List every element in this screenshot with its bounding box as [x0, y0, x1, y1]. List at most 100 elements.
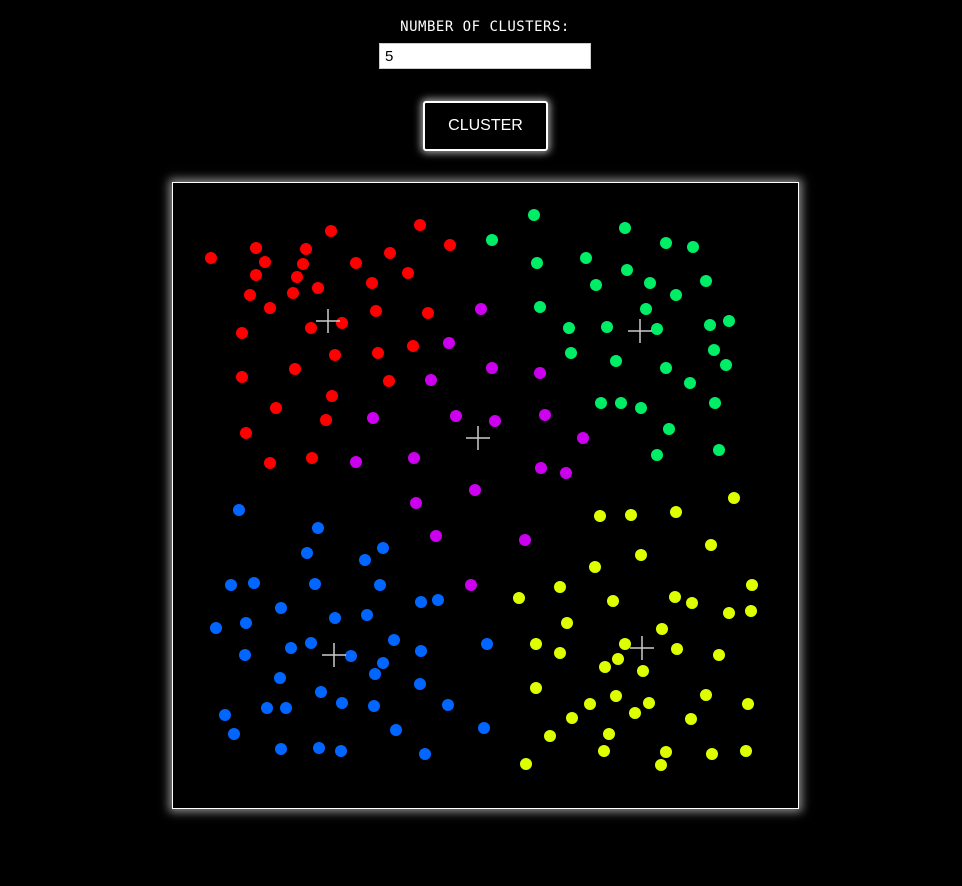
data-point — [350, 456, 362, 468]
data-point — [274, 672, 286, 684]
data-point — [239, 649, 251, 661]
scatter-canvas — [205, 209, 758, 771]
data-point — [469, 484, 481, 496]
data-point — [670, 506, 682, 518]
data-point — [430, 530, 442, 542]
data-point — [700, 275, 712, 287]
data-point — [367, 412, 379, 424]
data-point — [425, 374, 437, 386]
data-point — [745, 605, 757, 617]
data-point — [742, 698, 754, 710]
data-point — [305, 637, 317, 649]
data-point — [300, 243, 312, 255]
data-point — [656, 623, 668, 635]
data-point — [377, 657, 389, 669]
centroid-marker — [630, 636, 654, 660]
data-point — [687, 241, 699, 253]
data-point — [345, 650, 357, 662]
data-point — [530, 682, 542, 694]
data-point — [534, 301, 546, 313]
cluster-button[interactable]: CLUSTER — [423, 101, 548, 151]
data-point — [287, 287, 299, 299]
data-point — [264, 302, 276, 314]
data-point — [336, 317, 348, 329]
data-point — [629, 707, 641, 719]
data-point — [723, 607, 735, 619]
data-point — [520, 758, 532, 770]
data-point — [369, 668, 381, 680]
data-point — [374, 579, 386, 591]
data-point — [728, 492, 740, 504]
data-point — [414, 678, 426, 690]
data-point — [671, 643, 683, 655]
data-point — [312, 522, 324, 534]
data-point — [432, 594, 444, 606]
data-point — [326, 390, 338, 402]
data-point — [610, 690, 622, 702]
data-point — [312, 282, 324, 294]
data-point — [595, 397, 607, 409]
data-point — [305, 322, 317, 334]
data-point — [535, 462, 547, 474]
data-point — [313, 742, 325, 754]
data-point — [478, 722, 490, 734]
data-point — [566, 712, 578, 724]
data-point — [713, 649, 725, 661]
centroid-marker — [628, 319, 652, 343]
data-point — [544, 730, 556, 742]
data-point — [233, 504, 245, 516]
data-point — [589, 561, 601, 573]
data-point — [685, 713, 697, 725]
data-point — [565, 347, 577, 359]
data-point — [402, 267, 414, 279]
data-point — [637, 665, 649, 677]
data-point — [240, 427, 252, 439]
data-point — [475, 303, 487, 315]
data-point — [248, 577, 260, 589]
data-point — [655, 759, 667, 771]
data-point — [663, 423, 675, 435]
data-point — [660, 362, 672, 374]
data-point — [261, 702, 273, 714]
data-point — [684, 377, 696, 389]
data-point — [651, 449, 663, 461]
data-point — [594, 510, 606, 522]
data-point — [635, 549, 647, 561]
data-point — [561, 617, 573, 629]
data-point — [259, 256, 271, 268]
data-point — [619, 638, 631, 650]
data-point — [740, 745, 752, 757]
data-point — [250, 269, 262, 281]
data-point — [584, 698, 596, 710]
data-point — [329, 349, 341, 361]
data-point — [625, 509, 637, 521]
data-point — [598, 745, 610, 757]
data-point — [528, 209, 540, 221]
clusters-input[interactable] — [379, 43, 591, 69]
data-point — [419, 748, 431, 760]
data-point — [225, 579, 237, 591]
data-point — [601, 321, 613, 333]
data-point — [361, 609, 373, 621]
data-point — [410, 497, 422, 509]
data-point — [366, 277, 378, 289]
data-point — [210, 622, 222, 634]
data-point — [706, 748, 718, 760]
data-point — [244, 289, 256, 301]
data-point — [390, 724, 402, 736]
data-point — [746, 579, 758, 591]
data-point — [486, 362, 498, 374]
data-point — [383, 375, 395, 387]
data-point — [377, 542, 389, 554]
data-point — [306, 452, 318, 464]
data-point — [368, 700, 380, 712]
data-point — [372, 347, 384, 359]
data-point — [720, 359, 732, 371]
data-point — [444, 239, 456, 251]
data-point — [408, 452, 420, 464]
data-point — [329, 612, 341, 624]
data-point — [315, 686, 327, 698]
data-point — [264, 457, 276, 469]
data-point — [554, 581, 566, 593]
centroid-marker — [322, 643, 346, 667]
